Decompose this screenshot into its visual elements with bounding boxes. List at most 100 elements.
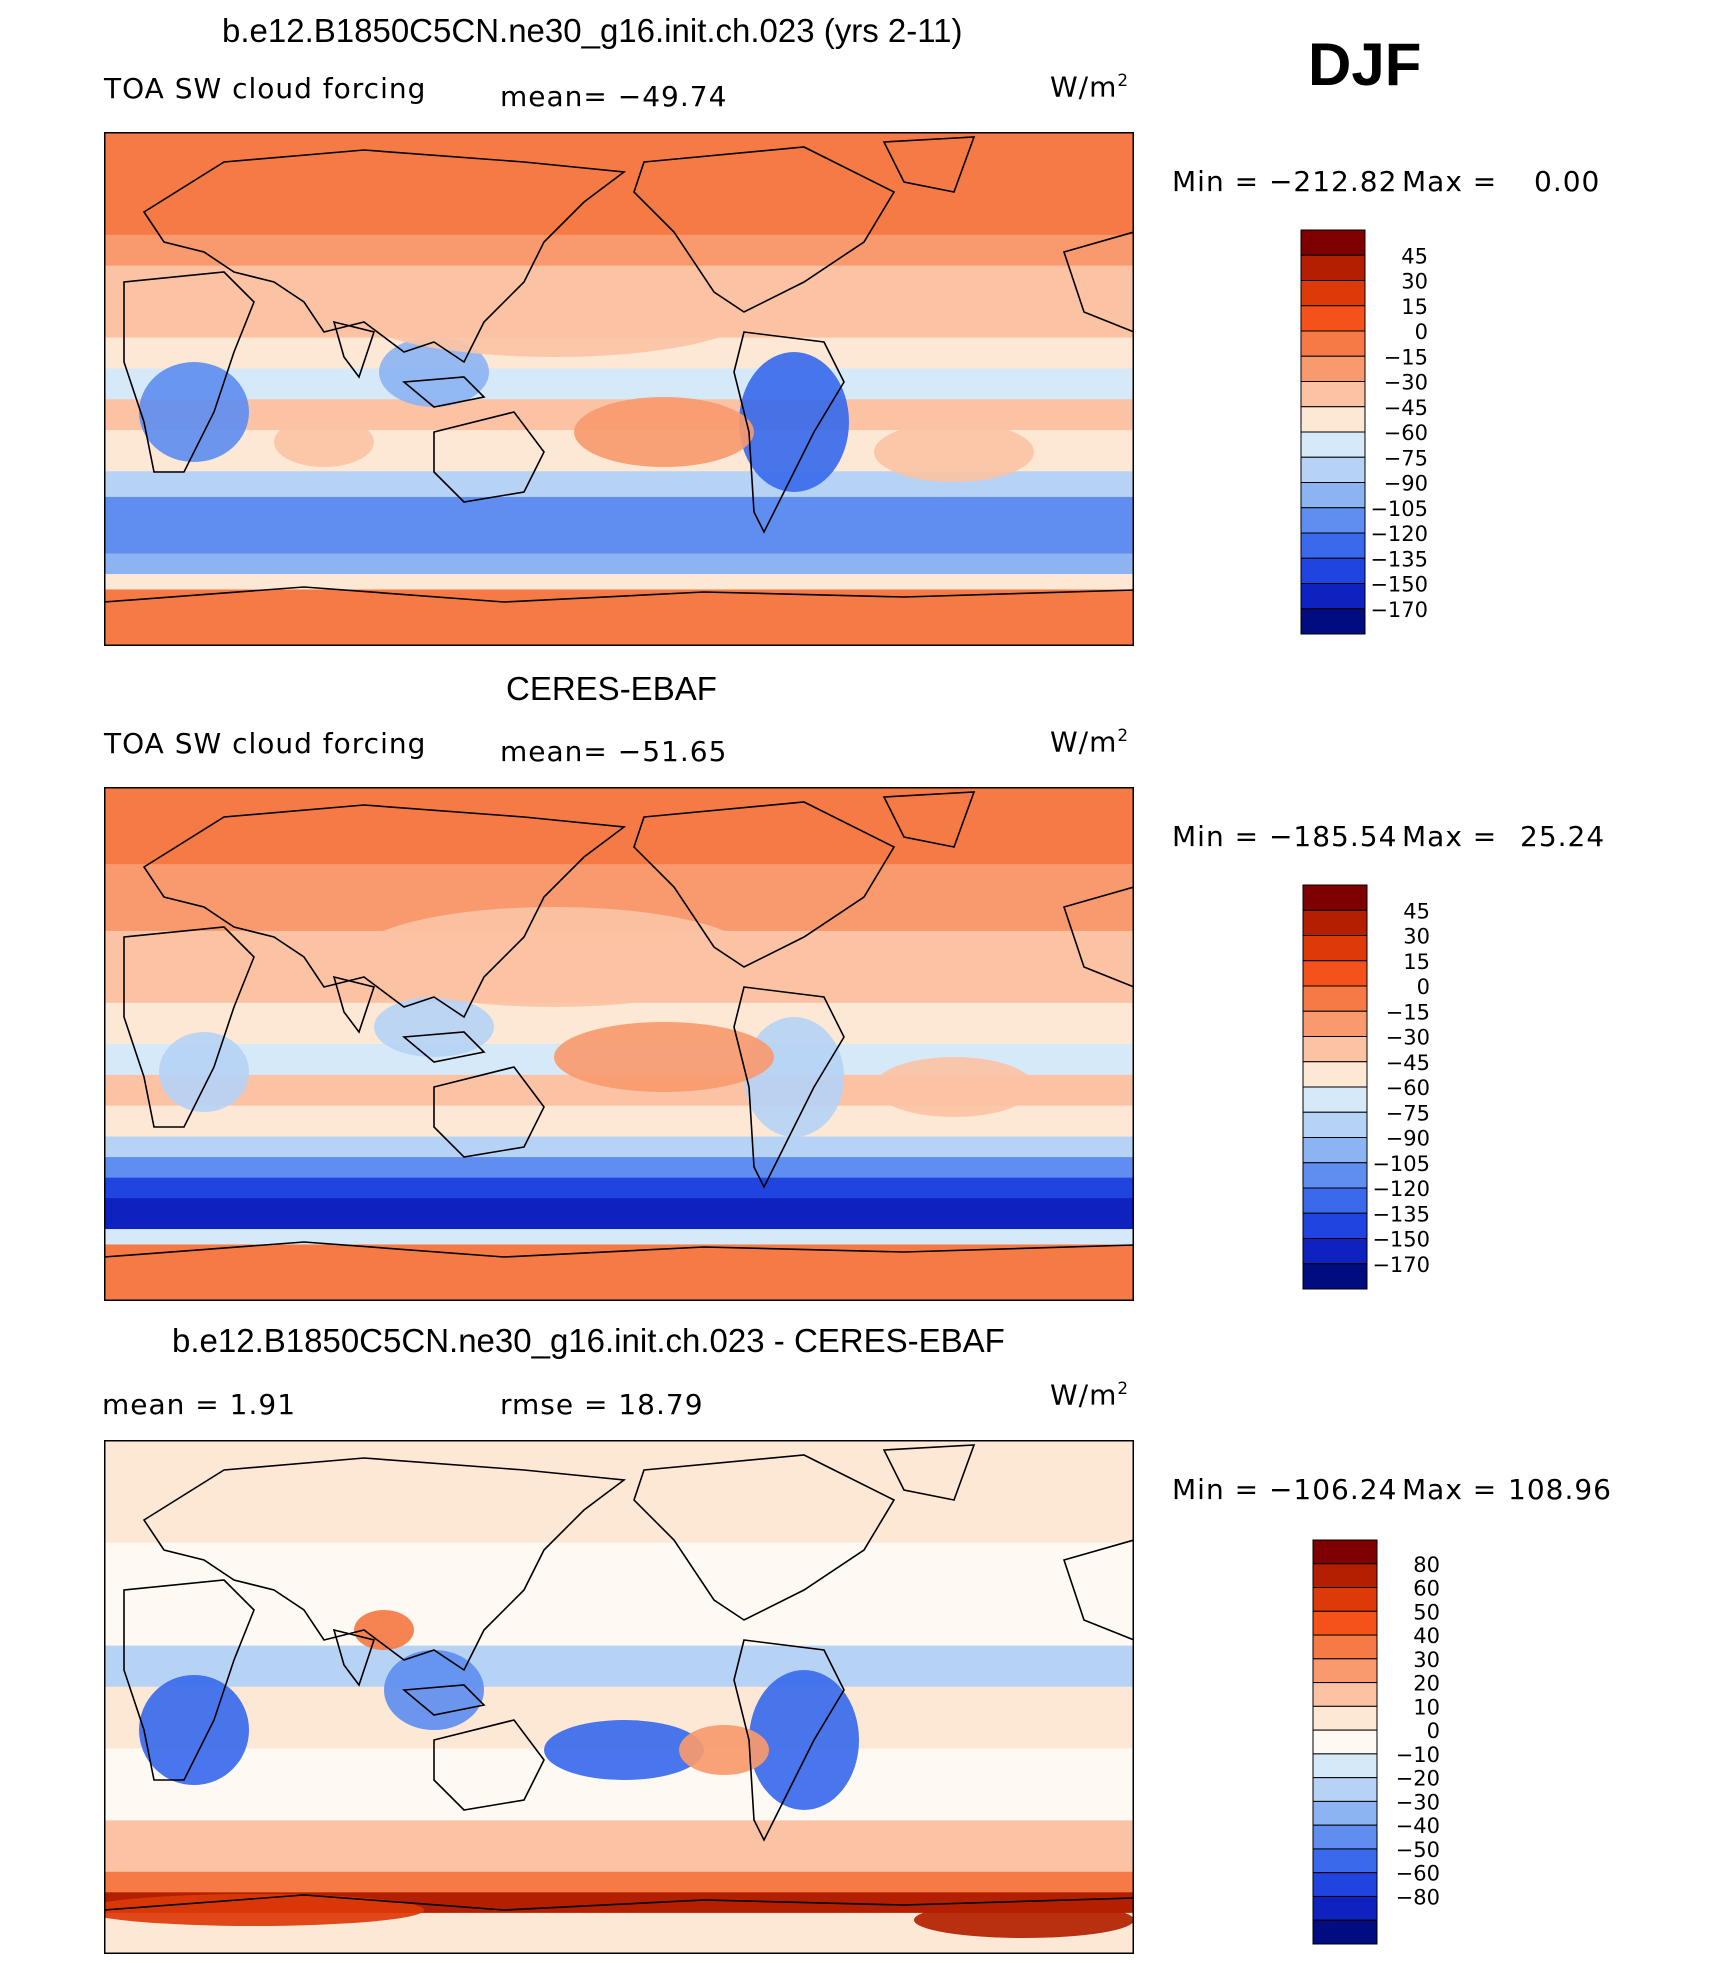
min-label: Min = −185.54 <box>1172 820 1398 853</box>
variable-label: TOA SW cloud forcing <box>104 72 427 105</box>
contour-band <box>104 1177 1134 1199</box>
contour-band <box>104 1157 1134 1179</box>
coastline <box>633 801 896 968</box>
contour-band <box>104 132 1134 236</box>
colorbar-swatch <box>1312 1777 1378 1802</box>
panel-title: CERES-EBAF <box>506 670 717 707</box>
mean-label: mean= −49.74 <box>500 80 728 113</box>
colorbar-swatch <box>1312 1919 1378 1945</box>
variable-label: TOA SW cloud forcing <box>104 727 427 760</box>
units-text: W/m <box>1050 1378 1118 1412</box>
season-label: DJF <box>1308 31 1422 98</box>
max-label: Max = <box>1402 1473 1498 1506</box>
contour-region <box>874 422 1034 482</box>
colorbar-swatch <box>1302 935 1368 962</box>
colorbar-swatch <box>1302 1010 1368 1037</box>
contour-band <box>104 1136 1134 1158</box>
mean-label: mean = 1.91 <box>102 1388 297 1421</box>
units-exponent: 2 <box>1117 725 1130 745</box>
contour-region <box>739 352 849 492</box>
contour-region <box>544 1720 704 1780</box>
colorbar-swatch <box>1312 1682 1378 1707</box>
contour-band <box>104 1244 1134 1301</box>
contour-region <box>914 1902 1134 1938</box>
contour-field <box>104 787 1134 1301</box>
contour-band <box>104 1198 1134 1230</box>
colorbar-swatch <box>1302 960 1368 987</box>
colorbar-swatch <box>1300 381 1366 408</box>
colorbar-swatch <box>1300 482 1366 509</box>
colorbar-swatch <box>1302 909 1368 936</box>
coastline <box>433 411 545 503</box>
colorbar-swatch <box>1312 1658 1378 1684</box>
contour-region <box>679 1725 769 1775</box>
colorbar-tick-label: 0 <box>1415 320 1428 344</box>
max-label: Max = <box>1402 820 1498 853</box>
colorbar-swatch <box>1302 1238 1368 1265</box>
colorbar-tick-label: −170 <box>1372 1253 1430 1277</box>
coastline <box>123 926 255 1128</box>
coastline <box>332 1628 376 1687</box>
colorbar-tick-label: −45 <box>1384 396 1428 420</box>
contour-region <box>744 1017 844 1137</box>
coastline <box>104 1241 1134 1301</box>
colorbar-swatch <box>1302 985 1368 1012</box>
contour-region <box>374 997 494 1057</box>
colorbar-tick-label: −60 <box>1396 1862 1440 1886</box>
contour-region <box>139 1675 249 1785</box>
colorbar-swatch <box>1300 355 1366 382</box>
coastline <box>633 1454 896 1621</box>
colorbar-tick-label: 30 <box>1413 1648 1440 1672</box>
coastline <box>882 1444 976 1501</box>
contour-region <box>554 1022 774 1092</box>
colorbar-swatch <box>1300 507 1366 534</box>
colorbar-swatch <box>1312 1753 1378 1779</box>
colorbar-tick-label: −15 <box>1386 1000 1430 1024</box>
coastlines <box>104 791 1134 1301</box>
colorbar-swatch <box>1312 1848 1378 1874</box>
colorbar-tick-label: −90 <box>1386 1127 1430 1151</box>
contour-band <box>104 1229 1134 1245</box>
contour-region <box>159 1032 249 1112</box>
coastline <box>733 331 845 534</box>
colorbar-tick-label: 45 <box>1403 899 1430 923</box>
contour-region <box>749 1670 859 1810</box>
colorbar-swatch <box>1312 1729 1378 1755</box>
colorbar-tick-label: 60 <box>1413 1577 1440 1601</box>
contour-band <box>104 496 1134 554</box>
rmse-label: rmse = 18.79 <box>500 1388 704 1421</box>
colorbar-tick-label: 40 <box>1413 1624 1440 1648</box>
coastline <box>142 1457 627 1672</box>
colorbar-tick-label: −135 <box>1370 547 1428 571</box>
colorbar-swatch <box>1300 456 1366 483</box>
contour-band <box>104 574 1134 590</box>
colorbar-swatch <box>1312 1824 1378 1850</box>
colorbar-swatch <box>1300 254 1366 281</box>
units-text: W/m <box>1050 70 1118 104</box>
min-label: Min = −212.82 <box>1172 165 1398 198</box>
coastline <box>401 376 486 408</box>
colorbar-tick-label: −80 <box>1396 1885 1440 1909</box>
colorbar-tick-label: −20 <box>1396 1767 1440 1791</box>
contour-band <box>104 1820 1134 1873</box>
colorbar-tick-label: −135 <box>1372 1202 1430 1226</box>
coastline <box>142 804 627 1019</box>
colorbar-tick-label: −40 <box>1396 1814 1440 1838</box>
colorbar-tick-label: 0 <box>1427 1719 1440 1743</box>
colorbar-swatch <box>1312 1705 1378 1731</box>
contour-region <box>274 417 374 467</box>
contour-region <box>354 267 754 357</box>
colorbar-tick-label: −75 <box>1384 446 1428 470</box>
coastlines <box>104 136 1134 646</box>
contour-region <box>874 1057 1034 1117</box>
colorbar-swatch <box>1312 1895 1378 1921</box>
coastline <box>104 1894 1134 1954</box>
colorbar-tick-label: 45 <box>1401 244 1428 268</box>
colorbar-swatch <box>1302 1111 1368 1138</box>
colorbar-swatch <box>1302 1263 1368 1290</box>
coastline <box>733 1639 845 1842</box>
units-label: W/m2 <box>1050 725 1129 758</box>
colorbar-tick-label: −60 <box>1384 421 1428 445</box>
colorbar-swatch <box>1302 1137 1368 1164</box>
coastline <box>1062 1539 1134 1641</box>
